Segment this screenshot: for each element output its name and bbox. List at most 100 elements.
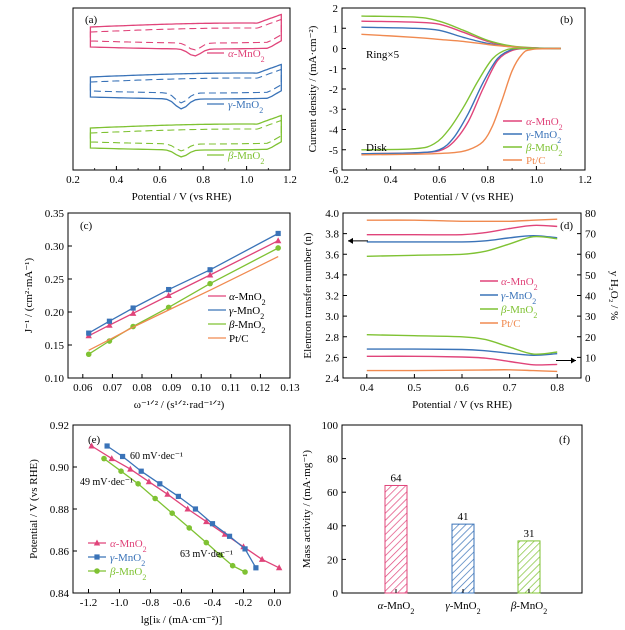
panel-c-legend-label-prefix: β	[228, 319, 235, 331]
panel-d-xlabel: Potential / V (vs RHE)	[412, 399, 512, 411]
panel-e-point-alpha	[164, 490, 171, 497]
panel-d-legend-label-text: -MnO	[505, 290, 532, 302]
panel-a-xtick-label: 0.6	[153, 174, 167, 186]
panel-c-legend-label: γ-MnO2	[229, 305, 264, 321]
panel-e-ylabel: Potential / V (vs RHE)	[28, 459, 40, 559]
panel-e-legend-label-sub: 2	[141, 559, 145, 568]
panel-a-legend-label-text: -MnO	[232, 99, 259, 111]
panel-c-ytick-label: 0.35	[45, 208, 65, 220]
panel-d-n-alpha	[366, 224, 558, 236]
panel-d-ytick-label: 3.6	[325, 249, 339, 261]
panel-c-point-gamma	[86, 330, 92, 336]
panel-d-y2tick-label: 50	[585, 270, 597, 282]
panel-d-y2tick-label: 40	[585, 291, 597, 303]
panel-f-tag: (f)	[559, 434, 570, 446]
panel-e-legend-label-text: -MnO	[115, 566, 142, 578]
panel-d-legend-label-text: -MnO	[506, 304, 533, 316]
panel-e-legend-marker	[94, 554, 100, 560]
panel-f-value-label: 41	[458, 511, 469, 523]
panel-b-ytick-label: 2	[333, 3, 339, 15]
panel-a-legend-label-prefix: β	[227, 150, 234, 162]
panel-e-legend-label-text: -MnO	[114, 552, 141, 564]
panel-c-line-gamma	[88, 232, 279, 334]
panel-b-ring-alpha	[361, 20, 561, 50]
panel-d-n-gamma	[366, 234, 558, 243]
panel-e-point-beta	[118, 468, 124, 475]
panel-f-ylabel: Mass activity / (mA·mg⁻¹)	[301, 450, 313, 569]
panel-e-ytick-label: 0.90	[50, 462, 70, 474]
panel-e-legend-label-prefix: β	[109, 566, 116, 578]
panel-e-point-gamma	[175, 493, 181, 499]
panel-e-slope-alpha: 49 mV·dec⁻¹	[80, 477, 133, 488]
panel-b-legend-label: Pt/C	[526, 155, 546, 167]
panel-e-legend-label-sub: 2	[142, 573, 146, 582]
panel-d-yh2o2-beta	[366, 334, 558, 355]
panel-d-ytick-label: 4.0	[325, 208, 339, 220]
panel-e-point-gamma	[226, 533, 233, 539]
panel-f-category-label: γ-MnO2	[445, 600, 480, 616]
panel-d-ylabel: Elentron transfer number (n)	[302, 232, 314, 358]
panel-a-legend-label-sub: 2	[259, 106, 263, 115]
panel-e-point-beta	[229, 562, 236, 569]
panel-c-xtick-label: 0.09	[162, 382, 182, 394]
panel-c-ylabel: J⁻¹ / (cm²·mA⁻¹)	[23, 258, 35, 334]
panel-b-ylabel: Current density / (mA·cm⁻²)	[307, 25, 319, 152]
panel-f-category-label-prefix: α	[378, 600, 384, 612]
panel-c-point-alpha	[274, 237, 282, 244]
panel-f-category-label-sub: 2	[477, 607, 481, 616]
panel-c-point-gamma	[130, 305, 136, 311]
panel-b-legend-label: β-MnO2	[525, 142, 562, 158]
panel-b-xtick-label: 0.4	[384, 174, 398, 186]
panel-d-legend-label: γ-MnO2	[501, 290, 536, 306]
panel-c-point-beta	[85, 351, 92, 358]
panel-a-legend-label-sub: 2	[261, 55, 265, 64]
panel-d-legend-label: β-MnO2	[500, 304, 537, 320]
panel-b-xlabel: Potential / V (vs RHE)	[414, 191, 514, 203]
panel-d-y2tick-label: 80	[585, 208, 597, 220]
panel-c-legend-label-text: -MnO	[233, 305, 260, 317]
panel-c-legend-label-prefix: γ	[229, 305, 234, 317]
panel-f-category-label-text: -MnO	[516, 600, 543, 612]
panel-d-ytick-label: 3.2	[325, 291, 339, 303]
panel-b-legend-label: γ-MnO2	[526, 129, 561, 145]
panel-e-xtick-label: -1.0	[111, 597, 129, 609]
panel-e-point-gamma	[138, 468, 144, 474]
panel-d-left-arrowhead	[348, 237, 353, 244]
panel-e-line-gamma	[106, 445, 257, 569]
panel-c-legend-label-text: Pt/C	[229, 333, 249, 345]
panel-b-legend-label-prefix: β	[525, 142, 532, 154]
panel-b-disk-annotation: Disk	[366, 142, 387, 154]
panel-c-line-alpha	[88, 240, 279, 337]
panel-b-legend-label-text: Pt/C	[526, 155, 546, 167]
panel-e-ytick-label: 0.92	[50, 420, 69, 432]
panel-c-ytick-label: 0.25	[45, 274, 65, 286]
panel-b-ring-annotation: Ring×5	[366, 49, 400, 61]
panel-e-ytick-label: 0.86	[50, 546, 70, 558]
panel-d-ytick-label: 3.0	[325, 311, 339, 323]
panel-d-ytick-label: 2.6	[325, 352, 339, 364]
panel-d-y2tick-label: 70	[585, 229, 597, 241]
panel-c-frame	[67, 212, 291, 379]
panel-d-yh2o2-alpha	[366, 355, 558, 366]
panel-d-legend-label-prefix: α	[501, 276, 507, 288]
panel-f-ytick-label: 40	[327, 521, 339, 533]
panel-d-legend-label: Pt/C	[501, 318, 521, 330]
panel-e-ytick-label: 0.84	[50, 588, 70, 600]
panel-c-line-beta	[88, 247, 279, 355]
panel-b-ytick-label: 1	[333, 23, 339, 35]
panel-a-legend-label-text: -MnO	[234, 48, 261, 60]
panel-b-ring-gamma	[361, 26, 561, 50]
panel-e-point-beta	[169, 510, 175, 516]
panel-f-ytick-label: 60	[327, 487, 339, 499]
panel-e-xlabel: lg[iₖ / (mA·cm⁻²)]	[141, 614, 223, 626]
panel-c-point-gamma	[275, 230, 281, 237]
panel-c-point-beta	[275, 245, 281, 251]
panel-c-legend-label-text: -MnO	[234, 319, 261, 331]
panel-c-point-gamma	[166, 286, 172, 293]
panel-e-xtick-label: -1.2	[80, 597, 97, 609]
panel-e-point-gamma	[192, 506, 199, 512]
panel-b-xtick-label: 1.0	[530, 174, 544, 186]
panel-e-legend-marker	[93, 539, 101, 546]
panel-d-y2tick-label: 30	[585, 311, 597, 323]
